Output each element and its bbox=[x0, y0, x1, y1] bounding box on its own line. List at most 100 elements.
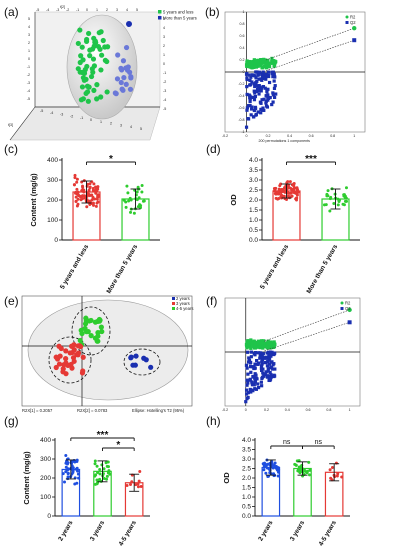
data-point bbox=[63, 480, 67, 484]
r2-point bbox=[262, 339, 266, 343]
group1-point bbox=[86, 30, 92, 37]
group-2years-point bbox=[63, 348, 69, 354]
data-point bbox=[274, 186, 278, 190]
group2-point bbox=[115, 52, 121, 58]
data-point bbox=[127, 199, 131, 203]
q2-point bbox=[260, 362, 264, 366]
data-point bbox=[102, 467, 106, 471]
y-axis-label: Content (mg/g) bbox=[29, 173, 38, 227]
footer-note: Ellipse: Hotelling's T2 (95%) bbox=[132, 408, 185, 413]
data-point bbox=[288, 191, 292, 195]
r2-point bbox=[256, 339, 260, 343]
q2-point bbox=[253, 353, 257, 357]
data-point bbox=[279, 193, 283, 197]
tick-label-top: -3 bbox=[56, 8, 59, 12]
data-point bbox=[135, 198, 139, 202]
q2-point bbox=[264, 75, 268, 79]
y-tick-label: 0 bbox=[54, 237, 58, 244]
y-tick-label: 2.5 bbox=[249, 187, 258, 194]
r2-point bbox=[255, 63, 259, 67]
r2-point bbox=[248, 62, 252, 66]
data-point bbox=[135, 190, 139, 194]
data-point bbox=[81, 196, 85, 200]
data-point bbox=[328, 468, 332, 472]
data-point bbox=[276, 470, 280, 474]
r2-point bbox=[263, 342, 267, 346]
data-point bbox=[335, 474, 339, 478]
q2-point bbox=[266, 70, 270, 74]
r2-point bbox=[247, 59, 251, 64]
legend-marker-1 bbox=[158, 10, 162, 14]
q2-point bbox=[273, 374, 277, 378]
q2-point bbox=[249, 350, 254, 354]
r2-point bbox=[271, 61, 275, 65]
q2-point bbox=[272, 352, 277, 356]
q2-endpoint bbox=[352, 38, 357, 43]
group-3years-point bbox=[78, 327, 84, 333]
q2-point bbox=[274, 92, 278, 96]
group-ellipse-3years bbox=[71, 306, 111, 356]
data-point bbox=[343, 194, 347, 198]
q2-point bbox=[245, 106, 249, 110]
q2-point bbox=[264, 104, 269, 108]
y-tick-label: -0.4 bbox=[238, 94, 244, 98]
data-point bbox=[88, 182, 92, 186]
q2-point bbox=[252, 115, 256, 119]
group-2years-point bbox=[61, 362, 67, 368]
data-point bbox=[326, 189, 330, 193]
q2-point bbox=[271, 91, 275, 95]
q2-point bbox=[246, 117, 250, 121]
y-tick-label: 3.0 bbox=[249, 177, 258, 184]
group1-point bbox=[75, 66, 81, 72]
q2-point bbox=[259, 89, 263, 93]
panel-label-d: (d) bbox=[206, 142, 221, 156]
footer-note: R2X[1] = 0.2057 bbox=[22, 408, 53, 413]
data-point bbox=[64, 465, 68, 469]
q2-point bbox=[258, 356, 262, 360]
x-tick-label: 1 bbox=[353, 134, 355, 138]
x-tick-label: 0.4 bbox=[285, 408, 290, 412]
q2-point bbox=[247, 73, 251, 77]
y-tick-label: 4.0 bbox=[242, 437, 251, 444]
data-point bbox=[279, 182, 283, 186]
q2-point bbox=[266, 369, 270, 373]
legend-r2-marker bbox=[345, 15, 349, 19]
data-point bbox=[267, 467, 271, 471]
legend-marker bbox=[172, 307, 175, 310]
q2-point bbox=[253, 106, 258, 111]
x-tick-label: 0.6 bbox=[306, 408, 311, 412]
data-point bbox=[92, 182, 96, 186]
q2-point bbox=[263, 356, 267, 360]
tick-label-top: 4 bbox=[126, 8, 128, 12]
data-point bbox=[96, 193, 100, 197]
data-point bbox=[138, 203, 142, 207]
q2-point bbox=[262, 108, 266, 112]
data-point bbox=[73, 176, 77, 180]
q2-point bbox=[269, 354, 273, 358]
group1-point bbox=[75, 40, 81, 47]
data-point bbox=[92, 203, 96, 207]
q2-point bbox=[270, 102, 274, 107]
r2-point bbox=[250, 66, 254, 70]
x-tick-label: 0.8 bbox=[330, 134, 335, 138]
data-point bbox=[73, 482, 77, 486]
left-tick-label: -4 bbox=[27, 89, 30, 93]
data-point bbox=[290, 194, 294, 198]
data-point bbox=[93, 462, 97, 466]
q2-point bbox=[250, 80, 254, 84]
r2-point bbox=[261, 66, 265, 70]
group-3years-point bbox=[92, 319, 99, 325]
q2-point bbox=[246, 395, 250, 400]
y-axis-label: OD bbox=[229, 194, 238, 206]
q2-point bbox=[254, 112, 258, 117]
y-tick-label: 2.5 bbox=[242, 466, 251, 473]
q2-point bbox=[248, 387, 252, 392]
group-2years-point bbox=[69, 349, 75, 356]
category-label: 5 years and less bbox=[259, 243, 290, 290]
legend-q2-label: Q2 bbox=[350, 20, 356, 25]
y-tick-label: 4.0 bbox=[249, 157, 258, 164]
tick-label-top: -1 bbox=[76, 8, 79, 12]
r2-point bbox=[248, 64, 252, 69]
x-tick-label: 0 bbox=[245, 408, 247, 412]
data-point bbox=[295, 187, 299, 191]
